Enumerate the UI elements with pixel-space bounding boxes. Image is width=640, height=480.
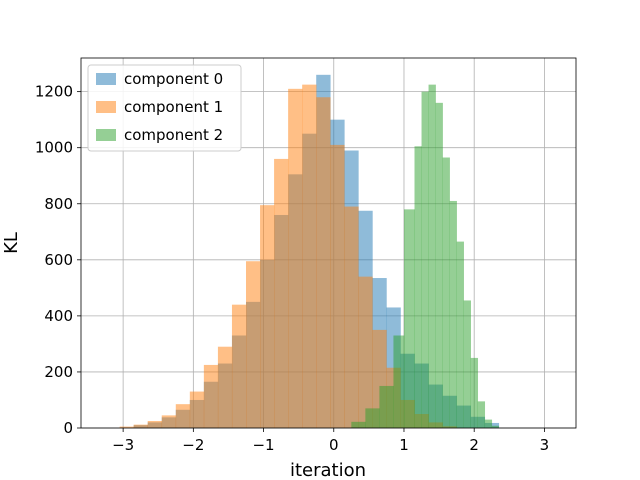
y-tick-label-6: 1200 [35,83,73,101]
series-1-bar-7 [217,346,233,428]
y-tick-label-2: 400 [44,307,73,325]
legend-swatch-0 [96,73,116,85]
series-1-bar-3 [161,415,177,428]
legend-swatch-1 [96,101,116,113]
series-2-bar-12 [463,300,471,428]
series-2-bar-4 [403,209,415,428]
series-2-bar-7 [428,84,436,428]
series-1-bar-16 [344,206,359,428]
series-1-bar-10 [260,205,275,428]
x-tick-label-0: −3 [112,436,134,454]
series-2-bar-10 [449,200,457,428]
y-axis-title: KL [1,232,22,254]
series-2-bar-11 [456,241,464,428]
legend: component 0 component 1 component 2 [87,64,242,152]
series-1-bar-4 [175,404,191,428]
legend-label-2: component 2 [124,126,223,144]
series-2-bar-8 [435,102,443,429]
legend-label-0: component 0 [124,70,223,88]
x-tick-label-2: −1 [252,436,274,454]
series-1-bar-15 [330,144,345,429]
plot-frame [80,57,577,429]
series-1-bar-5 [189,391,205,428]
y-tick-label-4: 800 [44,195,73,213]
series-2-bar-0 [351,421,366,428]
histogram-bars [119,74,500,429]
y-tick-label-1: 200 [44,363,73,381]
legend-box [87,64,242,152]
series-1-bar-0 [119,426,134,428]
series-2-bar-15 [484,419,493,428]
series-1-bar-12 [288,88,303,428]
x-tick-label-1: −2 [182,436,204,454]
legend-swatch-2 [96,129,116,141]
x-tick-label-6: 3 [540,436,550,454]
series-2-bar-14 [477,401,486,428]
series-1-bar-6 [203,364,219,428]
series-1-bar-17 [358,276,373,428]
y-tick-label-0: 0 [63,419,73,437]
series-2-bar-16 [491,425,500,428]
y-tick-label-5: 1000 [35,139,73,157]
series-1-bar-8 [231,304,247,428]
series-1-bar-1 [133,424,149,428]
series-2-bars [351,84,500,429]
series-2-bar-1 [365,408,380,428]
series-1-bar-2 [147,420,163,428]
series-2-bar-3 [393,335,405,428]
series-1-bar-9 [246,261,261,428]
series-1-bar-13 [302,84,317,428]
axis-ticks: −3 −2 −1 0 1 2 3 0 200 400 600 800 1000 1200 [35,83,549,454]
x-tick-label-4: 1 [399,436,409,454]
series-1-bar-11 [274,158,289,428]
legend-label-1: component 1 [124,98,223,116]
series-1-bar-14 [316,97,331,428]
x-tick-label-5: 2 [469,436,479,454]
x-axis-title: iteration [290,460,366,480]
series-2-bar-2 [379,385,394,428]
series-2-bar-9 [442,157,450,428]
series-2-bar-13 [470,357,479,428]
series-2-bar-6 [421,91,429,429]
x-tick-label-3: 0 [329,436,339,454]
series-2-bar-5 [414,146,422,428]
y-tick-label-3: 600 [44,251,73,269]
